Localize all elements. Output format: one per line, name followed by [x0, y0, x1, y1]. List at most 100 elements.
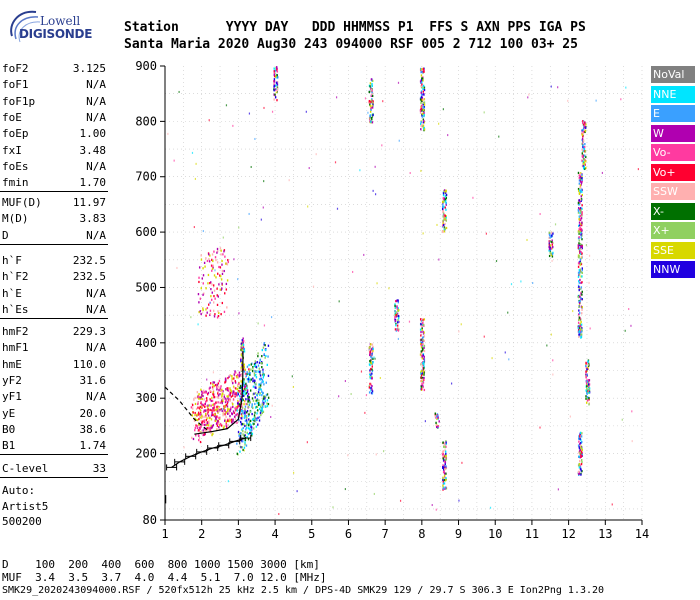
echo-dot	[579, 299, 581, 303]
echo-dot	[420, 338, 422, 341]
echo-dot	[579, 252, 582, 255]
param-row-d: D N/A	[2, 229, 106, 243]
echo-dot	[247, 396, 249, 400]
echo-dot	[220, 288, 222, 291]
echo-dot	[198, 413, 200, 416]
echo-dot	[245, 387, 247, 391]
echo-dot	[395, 315, 398, 318]
echo-dot	[577, 187, 580, 191]
echo-dot	[578, 254, 580, 257]
echo-dot	[225, 288, 228, 291]
echo-dot	[578, 450, 581, 453]
echo-dot	[275, 91, 278, 94]
echo-dot	[445, 452, 447, 455]
echo-dot	[445, 203, 447, 206]
echo-dot	[579, 230, 581, 233]
echo-dot	[224, 377, 227, 380]
echo-dot	[579, 214, 582, 218]
echo-dot	[577, 296, 580, 299]
echo-dot	[212, 371, 215, 374]
param-row-h-f: h`F 232.5	[2, 254, 106, 268]
echo-dot	[247, 405, 250, 409]
echo-dot	[420, 85, 422, 88]
echo-dot	[422, 385, 424, 389]
echo-dot	[256, 405, 259, 408]
param-row-fof1p: foF1p N/A	[2, 95, 106, 109]
echo-dot	[221, 393, 223, 396]
echo-dot	[205, 404, 207, 408]
param-value: N/A	[86, 110, 106, 124]
echo-dot	[442, 484, 444, 487]
echo-dot	[239, 384, 241, 387]
echo-dot	[581, 447, 583, 450]
param-separator	[0, 243, 108, 245]
echo-dot	[220, 253, 222, 256]
echo-dot	[227, 400, 229, 403]
echo-dot	[222, 390, 224, 393]
echo-dot	[275, 69, 278, 72]
echo-dot	[265, 354, 267, 358]
echo-dot	[421, 81, 423, 84]
echo-dot	[239, 401, 242, 404]
echo-dot	[581, 271, 583, 275]
echo-dot	[587, 384, 590, 388]
echo-dot	[273, 80, 275, 83]
echo-dot	[247, 438, 250, 441]
echo-dot	[241, 346, 244, 349]
echo-dot	[233, 392, 236, 395]
echo-dot	[261, 355, 263, 358]
echo-dot	[205, 400, 207, 403]
echo-dot	[420, 122, 422, 126]
echo-dot	[579, 437, 581, 441]
echo-dot	[583, 165, 585, 169]
echo-dot	[255, 370, 257, 374]
param-value: 31.6	[79, 373, 107, 387]
echo-dot	[578, 281, 581, 284]
echo-dot	[436, 425, 438, 429]
echo-dot	[580, 473, 582, 476]
echo-dot	[585, 373, 587, 376]
echo-dot	[238, 382, 240, 385]
echo-dot	[423, 346, 425, 349]
echo-dot	[586, 398, 588, 401]
echo-dot	[216, 250, 219, 253]
echo-dot	[246, 378, 249, 381]
echo-dot	[580, 463, 583, 466]
echo-dot	[369, 103, 371, 106]
echo-dot	[552, 359, 554, 362]
echo-dot	[196, 391, 199, 394]
echo-dot	[621, 418, 623, 421]
echo-dot	[421, 125, 423, 128]
echo-dot	[217, 411, 219, 414]
echo-dot	[423, 121, 426, 124]
echo-dot	[225, 423, 227, 426]
echo-dot	[216, 251, 218, 254]
echo-dot	[580, 327, 582, 330]
echo-dot	[364, 411, 366, 414]
echo-dot	[219, 416, 221, 419]
echo-dot	[370, 84, 372, 87]
echo-dot	[373, 356, 375, 359]
echo-dot	[421, 354, 423, 357]
echo-dot	[436, 417, 438, 420]
echo-dot	[221, 408, 223, 411]
echo-dot	[581, 129, 583, 132]
echo-dot	[422, 67, 425, 71]
echo-dot	[205, 423, 207, 426]
echo-dot	[254, 416, 256, 419]
echo-dot	[579, 294, 581, 297]
echo-dot	[420, 376, 423, 380]
echo-dot	[246, 416, 248, 419]
echo-dot	[550, 247, 552, 250]
echo-dot	[208, 387, 211, 390]
echo-dot	[216, 247, 219, 251]
echo-dot	[580, 245, 582, 248]
echo-dot	[420, 105, 423, 108]
echo-dot	[259, 393, 261, 396]
echo-dot	[239, 386, 241, 389]
echo-dot	[253, 363, 256, 366]
echo-dot	[249, 427, 251, 430]
echo-dot	[442, 203, 444, 206]
echo-dot	[213, 295, 215, 298]
echo-dot	[233, 415, 236, 418]
